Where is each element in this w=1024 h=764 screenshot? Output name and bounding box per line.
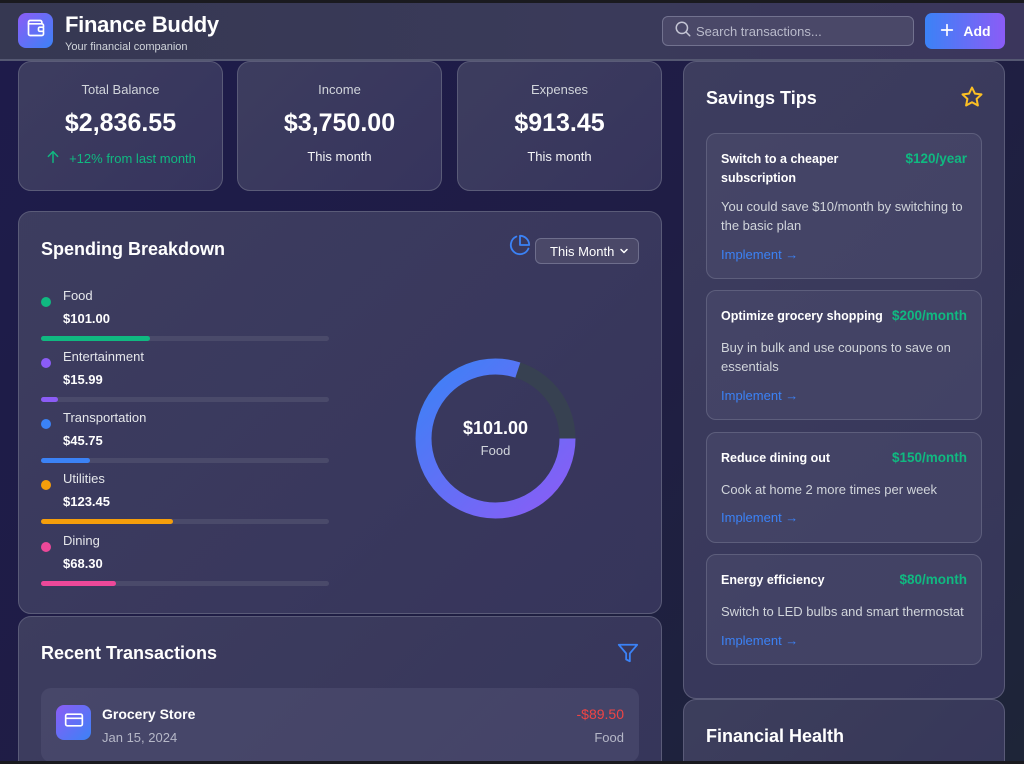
category-progress-track [41,458,329,463]
implement-link[interactable]: Implement → [721,247,799,262]
category-amount: $45.75 [63,433,103,448]
financial-health-card: Financial Health [683,699,1005,764]
spending-breakdown-card: Spending Breakdown This Month Food $101.… [18,211,662,614]
transaction-icon [56,705,91,740]
category-progress-track [41,519,329,524]
window-top-edge [0,0,1024,3]
category-amount: $123.45 [63,494,110,509]
filter-icon[interactable] [617,642,639,669]
category-progress-fill [41,519,174,524]
stat-sub: This month [527,149,592,164]
category-progress-track [41,581,329,586]
implement-link[interactable]: Implement → [721,388,799,403]
star-icon[interactable] [960,85,984,114]
add-button[interactable]: Add [925,13,1005,49]
stat-card-expenses: Expenses $913.45 This month [457,61,662,191]
implement-link[interactable]: Implement → [721,633,799,648]
donut-value: $101.00 [462,418,529,438]
category-dot [41,297,51,307]
category-progress-track [41,397,329,402]
period-select[interactable]: This Month [535,238,639,264]
app-logo [18,13,53,48]
category-amount: $15.99 [63,372,103,387]
category-amount: $68.30 [63,556,103,571]
tip-saving: $120/year [905,151,967,166]
search-box[interactable] [662,16,914,46]
category-dot [41,542,51,552]
stat-label: Expenses [530,82,589,97]
category-progress-fill [41,581,116,586]
category-dot [41,480,51,490]
category-dot [41,419,51,429]
category-dot [41,358,51,368]
category-name: Dining [63,533,100,548]
tip-title: Optimize grocery shopping [721,309,883,323]
wallet-icon [26,18,46,43]
stat-value: $913.45 [514,109,605,137]
section-title: Financial Health [706,726,845,746]
category-progress-fill [41,397,59,402]
section-title: Spending Breakdown [41,239,226,259]
donut-chart: $101.00 Food [414,357,577,520]
stat-card-income: Income $3,750.00 This month [237,61,442,191]
recent-transactions-card: Recent Transactions Grocery Store Jan 15… [18,616,662,764]
category-progress-track [41,336,329,341]
transaction-date: Jan 15, 2024 [102,730,178,745]
tip-saving: $200/month [891,308,967,323]
donut-label: Food [480,443,511,458]
transaction-row[interactable]: Grocery Store Jan 15, 2024 -$89.50 Food [41,688,639,762]
app-title: Finance Buddy [65,12,219,37]
category-name: Food [63,288,93,303]
stat-value: $2,836.55 [64,109,177,137]
category-name: Transportation [63,410,147,425]
app-subtitle: Your financial companion [65,41,188,53]
tip-saving: $80/month [899,572,967,587]
savings-tips-card: Savings Tips Switch to a cheaper subscri… [683,61,1005,699]
tip-card: Switch to a cheaper subscription $120/ye… [706,133,982,279]
category-progress-fill [41,336,151,341]
app-header: Finance Buddy Your financial companion A… [0,3,1024,61]
stat-value: $3,750.00 [283,109,396,137]
section-title: Recent Transactions [41,643,218,663]
category-amount: $101.00 [63,311,110,326]
search-input[interactable] [696,23,906,39]
pie-chart-icon[interactable] [509,234,531,261]
tip-description: Cook at home 2 more times per week [721,482,938,497]
transaction-category: Food [594,730,624,745]
arrow-up-icon [45,149,61,168]
tip-card: Optimize grocery shopping $200/month Buy… [706,290,982,420]
stat-card-total-balance: Total Balance $2,836.55 +12% from last m… [18,61,223,191]
stat-label: Income [318,82,361,97]
add-button-label: Add [963,23,991,39]
period-select-value: This Month [550,243,615,259]
category-name: Entertainment [63,349,144,364]
stat-trend: +12% from last month [19,149,222,168]
stat-label: Total Balance [81,82,160,97]
donut-center: $101.00 Food [414,357,577,520]
transaction-amount: -$89.50 [576,706,624,722]
search-icon [674,20,692,43]
implement-link[interactable]: Implement → [721,510,799,525]
tip-description: Buy in bulk and use coupons to save on e… [721,340,951,374]
chevron-down-icon [618,245,630,260]
tip-title: Energy efficiency [721,573,825,587]
tip-card: Energy efficiency $80/month Switch to LE… [706,554,982,665]
category-progress-fill [41,458,90,463]
tip-title: Switch to a cheaper subscription [721,152,839,185]
tip-description: Switch to LED bulbs and smart thermostat [721,604,964,619]
credit-card-icon [64,710,84,735]
transaction-name: Grocery Store [102,706,196,722]
category-name: Utilities [63,471,105,486]
section-title: Savings Tips [706,88,817,108]
window-bottom-edge [0,761,1024,764]
plus-icon [939,22,955,41]
stat-trend-text: +12% from last month [69,151,196,166]
tip-description: You could save $10/month by switching to… [721,199,963,233]
tip-card: Reduce dining out $150/month Cook at hom… [706,432,982,543]
stat-sub: This month [307,149,372,164]
tip-title: Reduce dining out [721,451,831,465]
tip-saving: $150/month [891,450,967,465]
